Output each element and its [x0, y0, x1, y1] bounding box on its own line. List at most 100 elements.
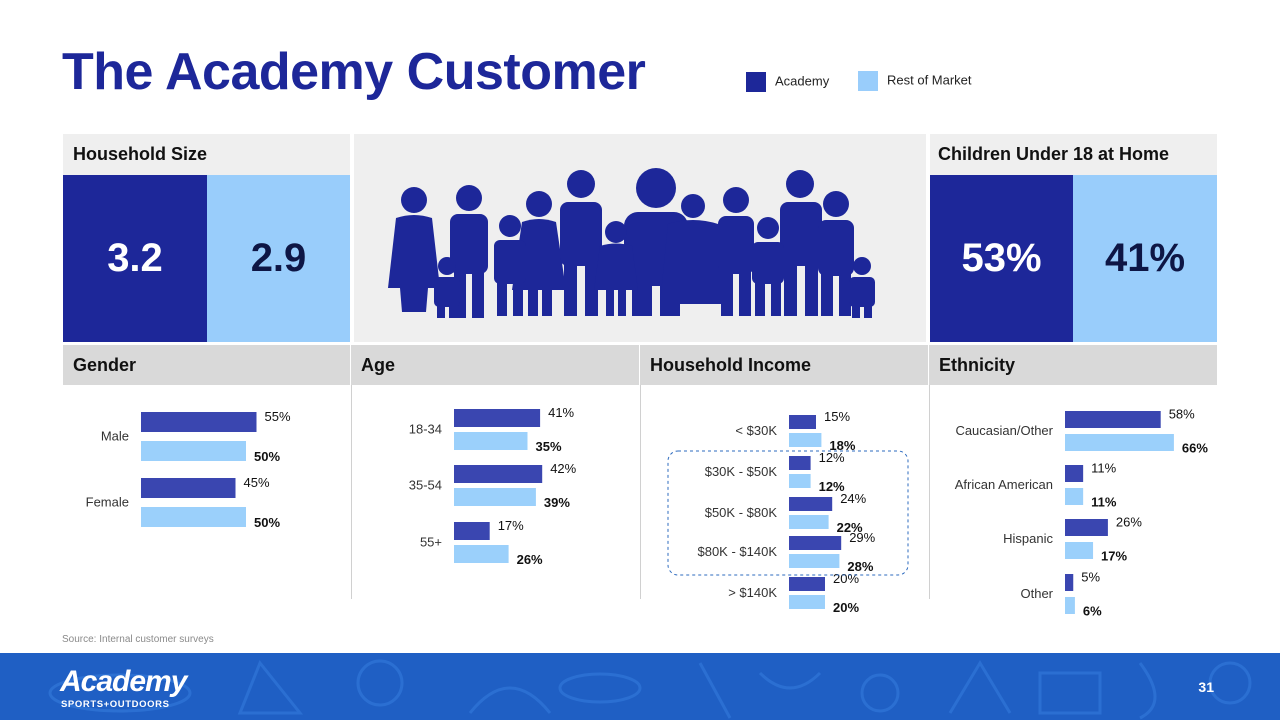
legend-swatch-academy [746, 72, 766, 92]
income-chart: < $30K 15% 18% $30K - $50K 12% 12% $50K - $80K… [667, 409, 909, 615]
ethnicity-chart: Caucasian/Other 58% 66% African American 11%… [955, 407, 1209, 619]
age-header: Age [351, 345, 639, 385]
ethnicity-bar-rest [1065, 434, 1174, 451]
gender-bar-academy [141, 412, 257, 432]
legend-swatch-rest [858, 71, 878, 91]
income-bar-academy [789, 415, 816, 429]
income-header: Household Income [640, 345, 928, 385]
income-title: Household Income [650, 354, 812, 375]
gender-header: Gender [63, 345, 350, 385]
household-size-rest: 2.9 [207, 175, 350, 342]
household-size-header: Household Size [63, 134, 350, 175]
income-category-label: $50K - $80K [705, 505, 778, 520]
ethnicity-bar-academy [1065, 519, 1108, 536]
age-bar-academy [454, 465, 543, 483]
footer-banner: Academy SPORTS+OUTDOORS 31 [0, 653, 1280, 720]
ethnicity-header: Ethnicity [929, 345, 1217, 385]
ethnicity-value-label-rest: 11% [1091, 495, 1117, 510]
footer-pattern-icon [48, 659, 1252, 720]
age-title: Age [361, 354, 396, 375]
ethnicity-value-label-academy: 26% [1116, 515, 1142, 530]
income-category-label: $30K - $50K [705, 464, 778, 479]
age-category-label: 18-34 [409, 422, 442, 437]
family-illustration-icon [388, 168, 875, 318]
household-size-academy: 3.2 [63, 175, 207, 342]
income-highlight-box [667, 450, 909, 576]
ethnicity-category-label: Caucasian/Other [955, 423, 1053, 438]
age-value-label-academy: 41% [548, 405, 574, 420]
ethnicity-category-label: African American [955, 477, 1053, 492]
age-value-label-academy: 17% [498, 518, 524, 533]
age-bar-rest [454, 488, 536, 506]
legend-label-academy: Academy [775, 73, 830, 89]
ethnicity-bar-academy [1065, 411, 1161, 428]
income-value-label-academy: 15% [824, 409, 850, 424]
gender-bar-academy [141, 478, 236, 498]
gender-bar-rest [141, 441, 246, 461]
ethnicity-bar-rest [1065, 542, 1094, 559]
income-category-label: $80K - $140K [697, 544, 777, 559]
gender-value-label-academy: 55% [265, 409, 291, 424]
income-value-label-academy: 29% [849, 530, 875, 545]
age-bar-rest [454, 432, 528, 450]
ethnicity-value-label-academy: 11% [1091, 461, 1116, 476]
income-value-label-rest: 20% [833, 600, 859, 615]
age-value-label-rest: 35% [536, 439, 562, 454]
page-number: 31 [1198, 679, 1214, 695]
divider [351, 385, 352, 599]
income-value-label-academy: 24% [840, 491, 866, 506]
children-rest: 41% [1073, 175, 1217, 342]
income-bar-rest [789, 515, 829, 529]
ethnicity-title: Ethnicity [939, 354, 1016, 375]
age-bar-academy [454, 409, 541, 427]
children-academy: 53% [930, 175, 1073, 342]
income-value-label-academy: 20% [833, 571, 859, 586]
income-value-label-rest: 12% [819, 479, 845, 494]
age-bar-academy [454, 522, 490, 540]
age-category-label: 55+ [420, 535, 442, 550]
page-title: The Academy Customer [62, 43, 646, 101]
ethnicity-bar-academy [1065, 574, 1074, 591]
income-bar-rest [789, 554, 840, 568]
income-value-label-rest: 22% [837, 520, 863, 535]
gender-value-label-rest: 50% [254, 515, 280, 530]
gender-title: Gender [73, 354, 137, 375]
age-value-label-rest: 26% [517, 552, 543, 567]
income-value-label-rest: 18% [829, 438, 855, 453]
income-bar-academy [789, 456, 811, 470]
children-header: Children Under 18 at Home [930, 134, 1217, 175]
legend-academy: Academy [746, 72, 829, 92]
income-bar-academy [789, 577, 825, 591]
legend-rest: Rest of Market [858, 71, 972, 91]
ethnicity-category-label: Hispanic [1003, 531, 1053, 546]
age-chart: 18-34 41% 35% 35-54 42% 39% 55+ 17% 26% [409, 405, 577, 567]
legend-label-rest: Rest of Market [887, 72, 972, 88]
income-value-label-rest: 28% [847, 559, 873, 574]
age-value-label-rest: 39% [544, 495, 570, 510]
ethnicity-value-label-rest: 66% [1182, 441, 1208, 456]
income-bar-rest [789, 474, 811, 488]
gender-value-label-rest: 50% [254, 449, 280, 464]
gender-value-label-academy: 45% [244, 475, 270, 490]
income-value-label-academy: 12% [819, 450, 845, 465]
divider [929, 385, 930, 599]
gender-category-label: Female [86, 495, 129, 510]
source-note: Source: Internal customer surveys [62, 634, 214, 645]
ethnicity-value-label-rest: 17% [1101, 549, 1127, 564]
age-value-label-academy: 42% [550, 461, 576, 476]
income-category-label: > $140K [728, 585, 777, 600]
ethnicity-category-label: Other [1020, 586, 1053, 601]
ethnicity-bar-rest [1065, 597, 1075, 614]
academy-logo: Academy [60, 665, 187, 698]
children-label: Children Under 18 at Home [938, 144, 1170, 164]
family-illustration-panel [354, 134, 926, 342]
divider [640, 385, 641, 599]
household-size-label: Household Size [73, 144, 208, 164]
income-bar-rest [789, 595, 825, 609]
age-category-label: 35-54 [409, 478, 442, 493]
age-bar-rest [454, 545, 509, 563]
income-bar-academy [789, 497, 833, 511]
academy-logo-sub: SPORTS+OUTDOORS [61, 699, 170, 710]
ethnicity-value-label-rest: 6% [1083, 604, 1102, 619]
income-category-label: < $30K [735, 423, 777, 438]
